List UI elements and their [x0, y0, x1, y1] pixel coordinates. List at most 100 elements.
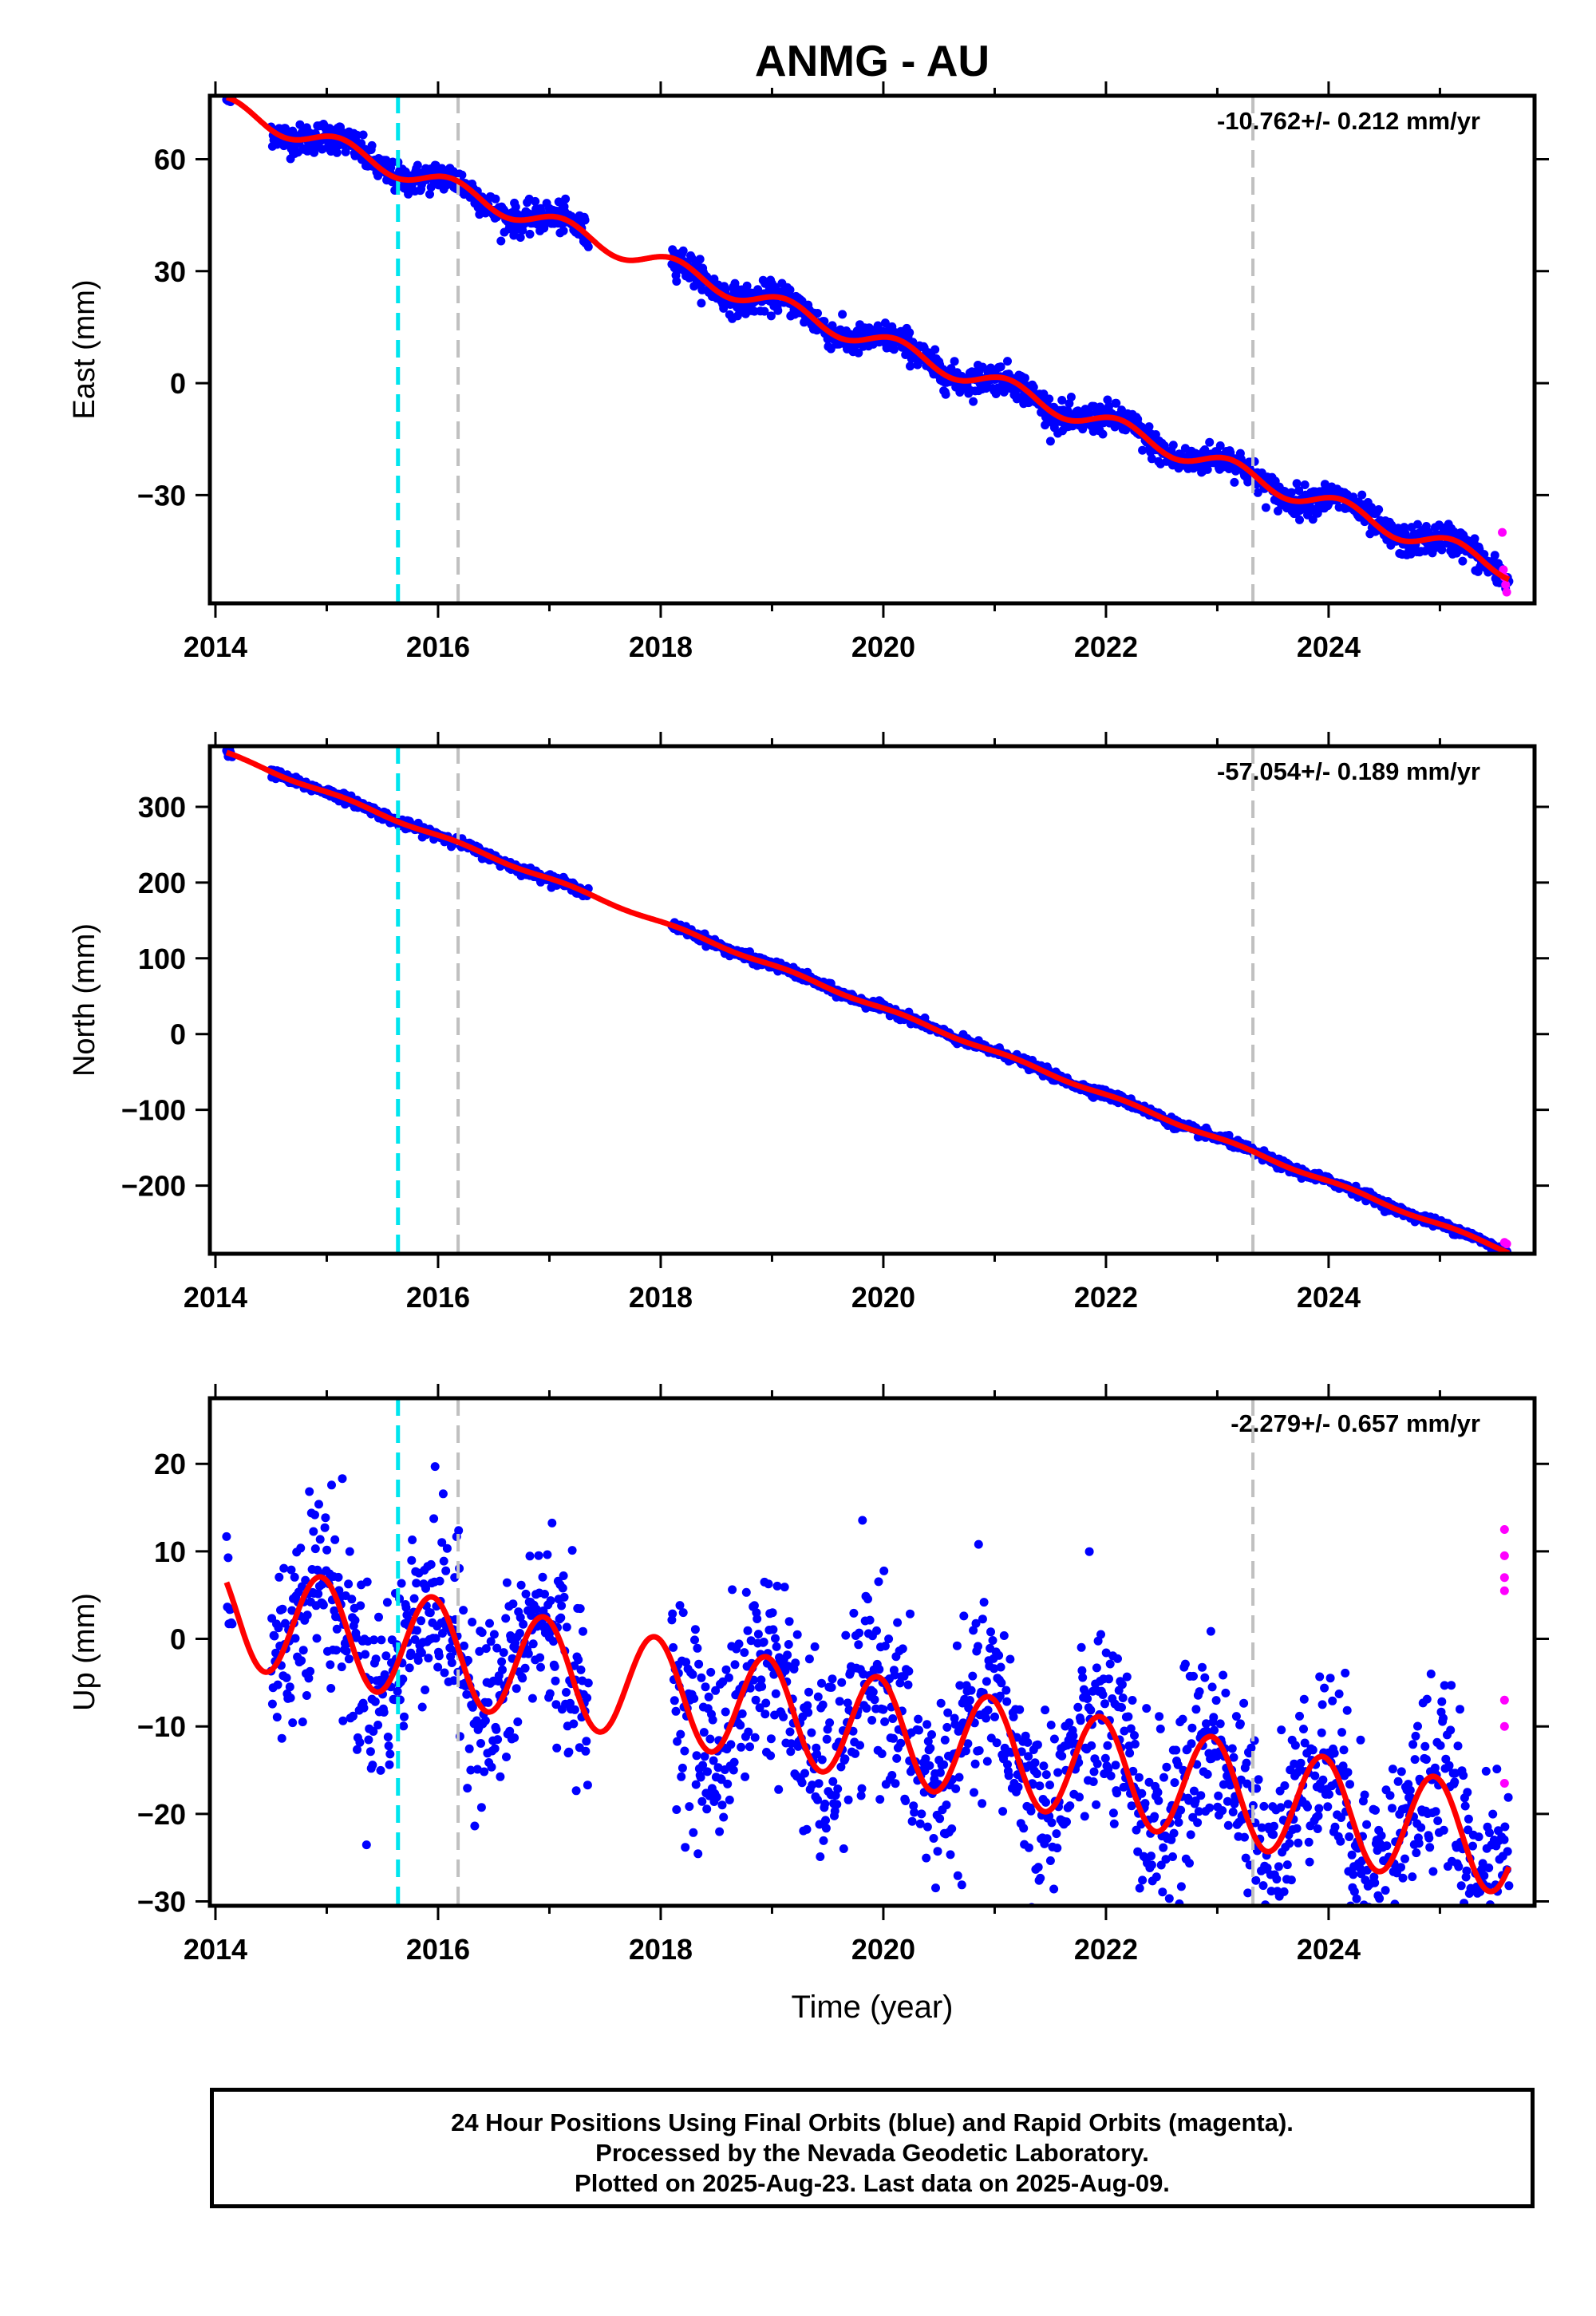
data-point	[905, 328, 915, 338]
data-point	[435, 1576, 444, 1586]
data-point	[559, 1592, 569, 1602]
data-point	[974, 1539, 983, 1549]
data-point	[814, 1779, 824, 1788]
data-point	[740, 1648, 749, 1658]
data-point	[697, 285, 707, 294]
data-point	[693, 1849, 703, 1859]
data-point	[1108, 1808, 1118, 1818]
data-point	[768, 1625, 778, 1634]
data-point	[393, 1686, 402, 1696]
data-point	[696, 1773, 705, 1782]
data-point	[433, 1662, 443, 1672]
data-point	[1137, 1788, 1147, 1798]
data-point	[1092, 1800, 1101, 1809]
x-tick-label: 2022	[1074, 630, 1138, 663]
data-point	[774, 1784, 784, 1794]
data-point	[1084, 409, 1094, 418]
data-point	[772, 1581, 782, 1591]
rapid-point	[1502, 587, 1511, 597]
data-point	[1374, 505, 1384, 514]
data-point	[737, 1742, 746, 1752]
rapid-point	[1501, 580, 1511, 590]
data-point	[1077, 1642, 1086, 1652]
data-point	[1170, 1778, 1179, 1788]
data-point	[487, 1762, 496, 1772]
data-point	[1128, 1696, 1137, 1705]
data-point	[546, 1596, 555, 1606]
data-point	[1169, 1828, 1179, 1838]
data-point	[1147, 454, 1156, 464]
data-point	[318, 1600, 328, 1610]
data-point	[942, 1722, 952, 1732]
data-point	[906, 362, 915, 371]
data-point	[982, 1757, 992, 1766]
data-point	[715, 1827, 725, 1836]
data-point	[496, 236, 506, 246]
data-point	[838, 310, 847, 319]
data-point	[1203, 1769, 1212, 1779]
data-point	[1138, 445, 1148, 455]
data-point	[1205, 1803, 1215, 1812]
data-point	[531, 196, 540, 206]
data-point	[322, 1545, 332, 1555]
data-point	[817, 1755, 827, 1765]
data-point	[1235, 1719, 1245, 1729]
data-point	[690, 1635, 699, 1645]
data-point	[749, 1601, 759, 1611]
data-point	[374, 1612, 383, 1622]
chart-title: ANMG - AU	[754, 36, 990, 85]
data-point	[947, 1824, 957, 1833]
data-point	[982, 1677, 991, 1686]
data-point	[915, 1819, 925, 1828]
data-point	[685, 1802, 694, 1812]
data-point	[1112, 1788, 1122, 1798]
data-point	[286, 1565, 296, 1575]
data-point	[382, 1598, 392, 1607]
data-point	[464, 1655, 472, 1665]
data-point	[498, 1665, 507, 1674]
data-point	[499, 1648, 508, 1658]
data-point	[1255, 1927, 1264, 1936]
data-point	[783, 1650, 792, 1660]
data-point	[1100, 1699, 1109, 1709]
data-point	[855, 1741, 864, 1750]
data-point	[856, 1791, 866, 1800]
data-point	[1229, 1753, 1238, 1762]
data-point	[1194, 1807, 1203, 1816]
data-point	[1080, 1812, 1089, 1821]
data-point	[697, 1796, 707, 1806]
data-point	[523, 1649, 533, 1658]
data-point	[1130, 1739, 1140, 1749]
data-point	[224, 83, 233, 92]
data-point	[302, 1611, 312, 1620]
data-point	[1103, 1741, 1112, 1750]
data-point	[1033, 1740, 1042, 1749]
data-point	[953, 1871, 962, 1880]
data-point	[969, 397, 978, 406]
data-point	[520, 1663, 530, 1673]
data-point	[940, 1735, 950, 1745]
data-point	[314, 1500, 323, 1509]
data-point	[361, 1650, 370, 1659]
data-point	[1096, 1630, 1105, 1639]
data-point	[1254, 1775, 1263, 1784]
data-point	[298, 1646, 308, 1655]
data-point	[1218, 1806, 1227, 1816]
data-point	[761, 1698, 771, 1708]
data-point	[1180, 1659, 1190, 1669]
data-point	[1228, 1808, 1238, 1816]
data-point	[692, 1751, 701, 1761]
data-point	[502, 1753, 511, 1761]
data-point	[1283, 1800, 1293, 1809]
data-point	[305, 1487, 314, 1496]
data-point	[678, 246, 688, 255]
data-point	[296, 1543, 306, 1553]
data-point	[766, 1734, 776, 1744]
data-point	[933, 1847, 942, 1856]
data-point	[571, 1786, 581, 1796]
data-point	[755, 1703, 764, 1713]
data-point	[1243, 477, 1253, 487]
rapid-point	[1502, 1239, 1511, 1249]
data-point	[384, 1741, 393, 1751]
y-tick-label: 200	[138, 867, 186, 899]
